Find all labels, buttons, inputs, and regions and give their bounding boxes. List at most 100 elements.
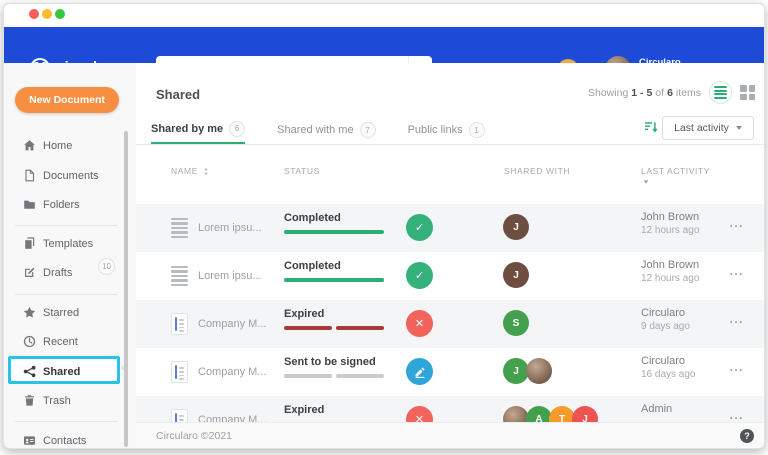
table-row[interactable]: Company M... Sent to be signed J Circula…: [136, 348, 764, 396]
copyright-text: Circularo ©2021: [156, 430, 233, 442]
contacts-icon: [23, 434, 36, 447]
sidebar-scrollbar[interactable]: [124, 131, 128, 447]
clock-icon: [23, 335, 36, 348]
status-label: Expired: [284, 404, 325, 416]
sidebar: New Document Home Documents Folders Temp…: [4, 63, 136, 448]
drafts-icon: [23, 266, 36, 279]
activity-time: 12 hours ago: [641, 225, 700, 236]
activity-user: John Brown: [641, 259, 700, 271]
grid-view-toggle-icon[interactable]: [740, 85, 755, 100]
activity-user: John Brown: [641, 211, 700, 223]
status-progress-bar: [284, 374, 384, 378]
sidebar-item-shared[interactable]: Shared: [4, 359, 136, 385]
shared-with-avatars: J: [503, 358, 555, 384]
page-title: Shared: [156, 87, 201, 102]
status-label: Completed: [284, 260, 341, 272]
minimize-window-button[interactable]: [42, 9, 52, 19]
trash-icon: [23, 394, 36, 407]
status-label: Expired: [284, 308, 325, 320]
activity-time: 16 days ago: [641, 369, 696, 380]
templates-icon: [23, 237, 36, 250]
activity-time: 9 days ago: [641, 321, 690, 332]
sidebar-item-starred[interactable]: Starred: [4, 300, 136, 326]
sort-order-icon[interactable]: [644, 120, 658, 134]
sort-by-button[interactable]: Last activity: [662, 116, 754, 140]
list-view-toggle-icon[interactable]: [709, 81, 732, 104]
shared-with-avatars: J: [503, 262, 532, 288]
sidebar-item-recent[interactable]: Recent: [4, 329, 136, 355]
status-progress-bar: [284, 278, 384, 282]
column-header-last-activity[interactable]: Last activity: [641, 166, 711, 176]
column-header-name[interactable]: Name: [171, 166, 209, 176]
row-menu-button[interactable]: ...: [729, 216, 744, 230]
document-thumbnail-icon: [171, 217, 188, 239]
activity-user: Circularo: [641, 307, 686, 319]
table-row[interactable]: Company M... Expired ✕ S Circularo 9 day…: [136, 300, 764, 348]
table-row[interactable]: Lorem ipsu... Completed ✓ J John Brown 1…: [136, 204, 764, 252]
home-icon: [23, 139, 36, 152]
avatar: J: [503, 214, 529, 240]
sort-arrows-icon: [203, 167, 209, 176]
activity-user: Circularo: [641, 355, 686, 367]
app-header: circularo 25 Circularo circularo.tutoria…: [4, 27, 764, 82]
status-sign-icon: [406, 358, 433, 385]
document-thumbnail-icon: [171, 313, 188, 335]
share-icon: [23, 365, 36, 378]
row-menu-button[interactable]: ...: [729, 312, 744, 326]
status-label: Sent to be signed: [284, 356, 376, 368]
avatar: J: [503, 358, 529, 384]
sort-direction-caret-icon: [643, 180, 649, 184]
sidebar-item-trash[interactable]: Trash: [4, 388, 136, 414]
tabs-divider: [136, 144, 764, 145]
sidebar-divider: [15, 225, 118, 226]
document-thumbnail-icon: [171, 361, 188, 383]
drafts-count-badge: 10: [98, 258, 115, 275]
new-document-button[interactable]: New Document: [15, 87, 119, 113]
status-label: Completed: [284, 212, 341, 224]
column-header-shared-with[interactable]: Shared with: [504, 166, 571, 176]
document-name: Lorem ipsu...: [198, 270, 262, 282]
tab-count-badge: 7: [359, 122, 376, 138]
shared-with-avatars: S: [503, 310, 532, 336]
sidebar-item-documents[interactable]: Documents: [4, 163, 136, 189]
document-name: Company M...: [198, 318, 267, 330]
main-content: Shared Showing 1 - 5 of 6 items Shared by me…: [136, 63, 764, 448]
activity-user: Admin: [641, 403, 673, 415]
table-row[interactable]: Lorem ipsu... Completed ✓ J John Brown 1…: [136, 252, 764, 300]
sidebar-item-home[interactable]: Home: [4, 133, 136, 159]
status-completed-icon: ✓: [406, 214, 433, 241]
sidebar-item-templates[interactable]: Templates: [4, 231, 136, 257]
document-name: Lorem ipsu...: [198, 222, 262, 234]
status-progress-bar: [284, 230, 384, 234]
help-button[interactable]: ?: [740, 429, 754, 443]
avatar: S: [503, 310, 529, 336]
document-name: Company M...: [198, 366, 267, 378]
sidebar-item-drafts[interactable]: Drafts 10: [4, 258, 136, 286]
row-menu-button[interactable]: ...: [729, 360, 744, 374]
status-completed-icon: ✓: [406, 262, 433, 289]
tab-bar: Shared by me 6 Shared with me 7 Public lin…: [151, 115, 485, 145]
window-titlebar: [4, 4, 764, 27]
sidebar-divider: [15, 294, 118, 295]
avatar-photo: [526, 358, 552, 384]
document-icon: [23, 169, 36, 182]
tab-shared-by-me[interactable]: Shared by me 6: [151, 115, 246, 145]
sidebar-item-contacts[interactable]: Contacts: [4, 428, 136, 448]
column-header-status[interactable]: Status: [284, 166, 320, 176]
close-window-button[interactable]: [29, 9, 39, 19]
folder-icon: [23, 198, 36, 211]
app-window: circularo 25 Circularo circularo.tutoria…: [3, 3, 765, 449]
app-footer: Circularo ©2021 ?: [136, 422, 764, 448]
row-menu-button[interactable]: ...: [729, 264, 744, 278]
tab-shared-with-me[interactable]: Shared with me 7: [277, 115, 376, 145]
sidebar-collapse-chevron-icon[interactable]: ‹: [121, 362, 125, 374]
sidebar-item-folders[interactable]: Folders: [4, 192, 136, 218]
showing-count-text: Showing 1 - 5 of 6 items: [588, 86, 701, 99]
tab-public-links[interactable]: Public links 1: [408, 115, 485, 145]
shared-with-avatars: J: [503, 214, 532, 240]
sidebar-divider: [15, 421, 118, 422]
document-thumbnail-icon: [171, 265, 188, 287]
zoom-window-button[interactable]: [55, 9, 65, 19]
row-menu-button[interactable]: ...: [729, 408, 744, 422]
